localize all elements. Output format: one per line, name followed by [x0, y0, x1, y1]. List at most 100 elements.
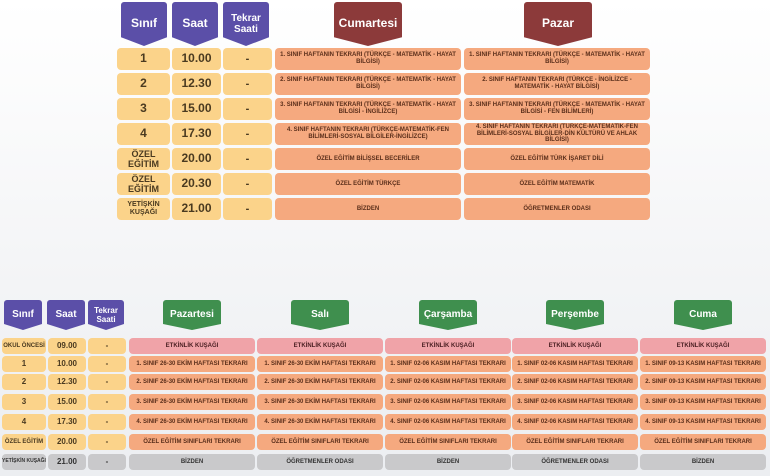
bottom-row-cell: ETKİNLİK KUŞAĞI [385, 338, 511, 354]
bottom-row-tekrar: - [88, 414, 126, 430]
bottom-row-cell: 4. SINIF 09-13 KASIM HAFTASI TEKRARI [640, 414, 766, 430]
top-row-saat: 20.00 [172, 148, 221, 170]
bottom-row-cell: 3. SINIF 26-30 EKİM HAFTASI TEKRARI [257, 394, 383, 410]
top-header-day2: Pazar [524, 2, 592, 46]
bottom-header-day: Salı [291, 300, 349, 330]
bottom-row-saat: 21.00 [48, 454, 86, 470]
top-row-tekrar: - [223, 198, 272, 220]
top-row-day2: 3. SINIF HAFTANIN TEKRARI (TÜRKÇE - MATE… [464, 98, 650, 120]
bottom-row-tekrar: - [88, 394, 126, 410]
top-row-day1: 1. SINIF HAFTANIN TEKRARI (TÜRKÇE - MATE… [275, 48, 461, 70]
bottom-header-day: Çarşamba [419, 300, 477, 330]
top-row-day1: 2. SINIF HAFTANIN TEKRARI (TÜRKÇE - MATE… [275, 73, 461, 95]
bottom-row-cell: ÖZEL EĞİTİM SINIFLARI TEKRARI [257, 434, 383, 450]
top-row-day2: ÖĞRETMENLER ODASI [464, 198, 650, 220]
top-row-saat: 12.30 [172, 73, 221, 95]
bottom-row-sinif: ÖZEL EĞİTİM [2, 434, 46, 450]
top-row-day2: ÖZEL EĞİTİM TÜRK İŞARET DİLİ [464, 148, 650, 170]
bottom-row-cell: 4. SINIF 26-30 EKİM HAFTASI TEKRARI [129, 414, 255, 430]
bottom-row-cell: 3. SINIF 09-13 KASIM HAFTASI TEKRARI [640, 394, 766, 410]
top-row-day1: ÖZEL EĞİTİM TÜRKÇE [275, 173, 461, 195]
bottom-row-saat: 09.00 [48, 338, 86, 354]
bottom-row-tekrar: - [88, 338, 126, 354]
bottom-row-cell: 1. SINIF 09-13 KASIM HAFTASI TEKRARI [640, 356, 766, 372]
bottom-row-cell: ETKİNLİK KUŞAĞI [257, 338, 383, 354]
bottom-row-cell: ETKİNLİK KUŞAĞI [129, 338, 255, 354]
top-row-sinif: 1 [117, 48, 170, 70]
bottom-row-sinif: 4 [2, 414, 46, 430]
top-row-sinif: 4 [117, 123, 170, 145]
bottom-header-tekrar: Tekrar Saati [88, 300, 124, 330]
bottom-row-cell: ETKİNLİK KUŞAĞI [640, 338, 766, 354]
bottom-header-sinif: Sınıf [4, 300, 42, 330]
bottom-row-sinif: YETİŞKİN KUŞAĞI [2, 454, 46, 470]
bottom-row-cell: 1. SINIF 02-06 KASIM HAFTASI TEKRARI [512, 356, 638, 372]
top-header-sinif: Sınıf [121, 2, 167, 46]
top-row-sinif: YETİŞKİN KUŞAĞI [117, 198, 170, 220]
top-header-saat: Saat [172, 2, 218, 46]
top-row-day1: 3. SINIF HAFTANIN TEKRARI (TÜRKÇE - MATE… [275, 98, 461, 120]
bottom-row-tekrar: - [88, 434, 126, 450]
bottom-row-cell: BİZDEN [385, 454, 511, 470]
top-row-day1: BİZDEN [275, 198, 461, 220]
top-header-day1: Cumartesi [334, 2, 402, 46]
bottom-row-cell: ÖĞRETMENLER ODASI [512, 454, 638, 470]
top-row-day2: 1. SINIF HAFTANIN TEKRARI (TÜRKÇE - MATE… [464, 48, 650, 70]
bottom-row-cell: ETKİNLİK KUŞAĞI [512, 338, 638, 354]
bottom-row-cell: ÖZEL EĞİTİM SINIFLARI TEKRARI [385, 434, 511, 450]
bottom-header-saat: Saat [47, 300, 85, 330]
top-row-saat: 21.00 [172, 198, 221, 220]
bottom-row-cell: BİZDEN [640, 454, 766, 470]
bottom-row-sinif: OKUL ÖNCESİ [2, 338, 46, 354]
bottom-row-cell: 2. SINIF 26-30 EKİM HAFTASI TEKRARI [257, 374, 383, 390]
top-row-day1: 4. SINIF HAFTANIN TEKRARI (TÜRKÇE-MATEMA… [275, 123, 461, 145]
bottom-row-cell: 3. SINIF 02-06 KASIM HAFTASI TEKRARI [385, 394, 511, 410]
top-row-saat: 10.00 [172, 48, 221, 70]
bottom-row-cell: 2. SINIF 02-06 KASIM HAFTASI TEKRARI [512, 374, 638, 390]
top-row-sinif: 3 [117, 98, 170, 120]
top-row-tekrar: - [223, 173, 272, 195]
top-row-tekrar: - [223, 48, 272, 70]
bottom-row-cell: 1. SINIF 02-06 KASIM HAFTASI TEKRARI [385, 356, 511, 372]
top-row-day1: ÖZEL EĞİTİM BİLİŞSEL BECERİLER [275, 148, 461, 170]
top-row-saat: 20.30 [172, 173, 221, 195]
bottom-row-cell: 1. SINIF 26-30 EKİM HAFTASI TEKRARI [129, 356, 255, 372]
top-row-sinif: ÖZEL EĞİTİM [117, 148, 170, 170]
top-row-day2: 4. SINIF HAFTANIN TEKRARI (TÜRKÇE-MATEMA… [464, 123, 650, 145]
bottom-row-saat: 10.00 [48, 356, 86, 372]
bottom-row-cell: 2. SINIF 26-30 EKİM HAFTASI TEKRARI [129, 374, 255, 390]
bottom-row-cell: 4. SINIF 02-06 KASIM HAFTASI TEKRARI [385, 414, 511, 430]
bottom-row-cell: ÖZEL EĞİTİM SINIFLARI TEKRARI [512, 434, 638, 450]
bottom-header-day: Cuma [674, 300, 732, 330]
bottom-row-cell: 3. SINIF 26-30 EKİM HAFTASI TEKRARI [129, 394, 255, 410]
top-row-day2: 2. SINIF HAFTANIN TEKRARI (TÜRKÇE - İNGİ… [464, 73, 650, 95]
bottom-row-cell: ÖĞRETMENLER ODASI [257, 454, 383, 470]
top-row-sinif: 2 [117, 73, 170, 95]
top-header-tekrar: Tekrar Saati [223, 2, 269, 46]
bottom-row-cell: 4. SINIF 26-30 EKİM HAFTASI TEKRARI [257, 414, 383, 430]
bottom-row-cell: 4. SINIF 02-06 KASIM HAFTASI TEKRARI [512, 414, 638, 430]
bottom-row-saat: 12.30 [48, 374, 86, 390]
bottom-row-sinif: 2 [2, 374, 46, 390]
top-row-saat: 17.30 [172, 123, 221, 145]
top-row-tekrar: - [223, 123, 272, 145]
bottom-row-tekrar: - [88, 374, 126, 390]
bottom-row-cell: ÖZEL EĞİTİM SINIFLARI TEKRARI [129, 434, 255, 450]
bottom-header-day: Pazartesi [163, 300, 221, 330]
bottom-row-tekrar: - [88, 356, 126, 372]
bottom-row-sinif: 1 [2, 356, 46, 372]
bottom-row-saat: 17.30 [48, 414, 86, 430]
bottom-row-cell: ÖZEL EĞİTİM SINIFLARI TEKRARI [640, 434, 766, 450]
top-row-tekrar: - [223, 98, 272, 120]
top-row-tekrar: - [223, 73, 272, 95]
top-row-sinif: ÖZEL EĞİTİM [117, 173, 170, 195]
top-row-tekrar: - [223, 148, 272, 170]
bottom-row-cell: 1. SINIF 26-30 EKİM HAFTASI TEKRARI [257, 356, 383, 372]
bottom-header-day: Perşembe [546, 300, 604, 330]
bottom-row-tekrar: - [88, 454, 126, 470]
bottom-row-saat: 20.00 [48, 434, 86, 450]
top-row-day2: ÖZEL EĞİTİM MATEMATİK [464, 173, 650, 195]
bottom-row-saat: 15.00 [48, 394, 86, 410]
bottom-row-cell: 2. SINIF 09-13 KASIM HAFTASI TEKRARI [640, 374, 766, 390]
bottom-row-cell: 3. SINIF 02-06 KASIM HAFTASI TEKRARI [512, 394, 638, 410]
